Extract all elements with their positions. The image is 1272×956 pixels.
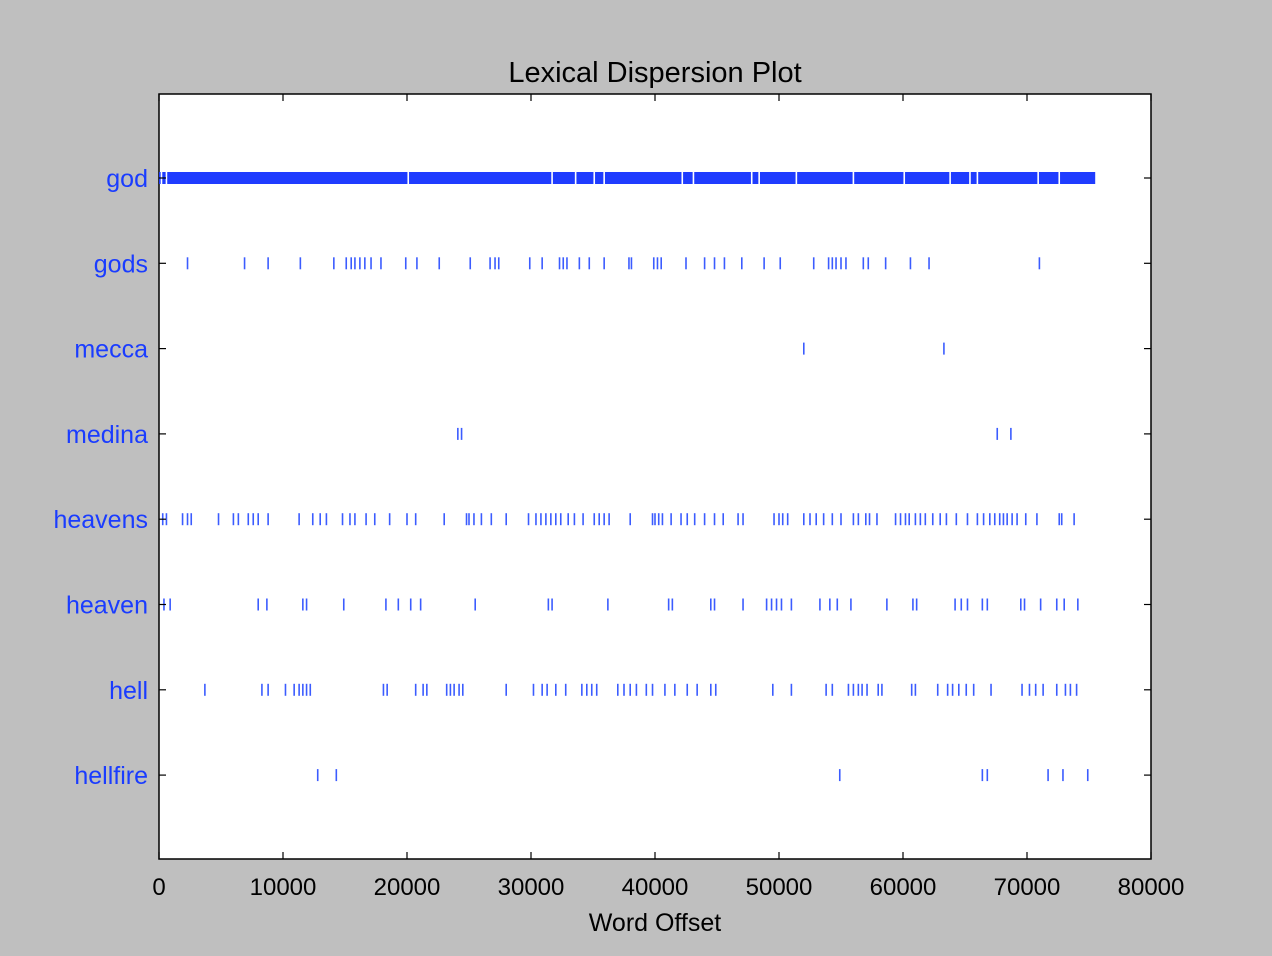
y-label-heaven: heaven	[66, 592, 148, 620]
y-label-hell: hell	[109, 677, 148, 705]
x-tick-label: 70000	[994, 874, 1061, 901]
x-tick-label: 80000	[1118, 874, 1185, 901]
y-label-heavens: heavens	[53, 506, 148, 534]
x-tick-label: 60000	[870, 874, 937, 901]
plot-area	[158, 93, 1152, 860]
x-tick-label: 20000	[374, 874, 441, 901]
y-label-medina: medina	[66, 421, 148, 449]
x-axis-label: Word Offset	[589, 909, 722, 937]
x-tick-label: 40000	[622, 874, 689, 901]
axis-ticks	[158, 94, 1152, 859]
y-label-hellfire: hellfire	[74, 762, 148, 790]
x-tick-labels: 0 10000 20000 30000 40000 50000 60000 70000 8000…	[152, 874, 1184, 901]
y-label-gods: gods	[94, 250, 148, 278]
chart-marks	[159, 172, 1096, 782]
y-label-god: god	[106, 165, 148, 193]
x-tick-label: 10000	[250, 874, 317, 901]
y-tick-labels: god gods mecca medina heavens heaven hell hellf…	[53, 165, 148, 790]
dense-band-god	[159, 172, 1096, 184]
chart-title: Lexical Dispersion Plot	[508, 57, 801, 89]
y-label-mecca: mecca	[74, 336, 148, 364]
x-tick-label: 0	[152, 874, 165, 901]
x-tick-label: 30000	[498, 874, 565, 901]
x-tick-label: 50000	[746, 874, 813, 901]
